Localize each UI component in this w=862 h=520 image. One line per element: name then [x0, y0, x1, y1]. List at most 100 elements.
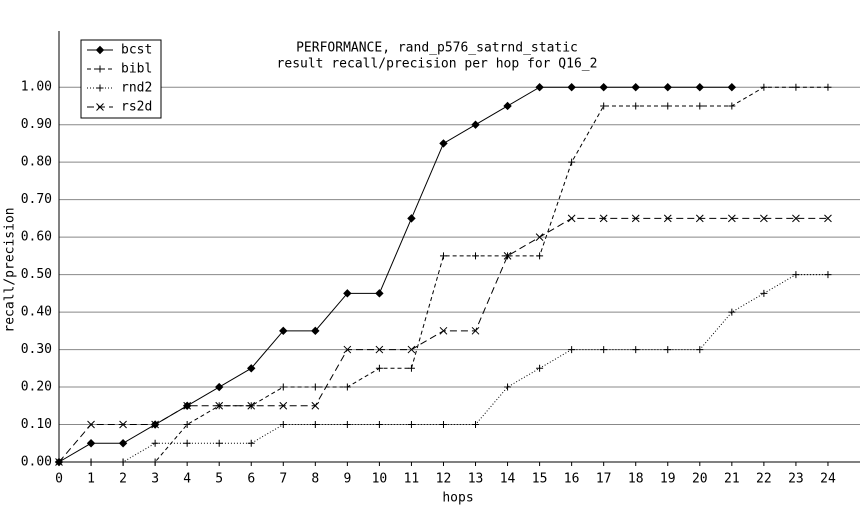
point — [792, 83, 800, 91]
point — [504, 383, 512, 391]
x-tick-label: 2 — [119, 472, 127, 487]
x-tick-label: 14 — [500, 472, 516, 487]
point — [279, 326, 288, 336]
x-tick-label: 16 — [564, 472, 580, 487]
point — [536, 252, 544, 260]
y-tick-label: 0.70 — [21, 192, 52, 207]
point — [696, 102, 704, 110]
x-tick-label: 13 — [468, 472, 484, 487]
point — [760, 289, 768, 297]
x-tick-label: 12 — [436, 472, 452, 487]
point — [407, 214, 416, 223]
point — [535, 233, 544, 241]
point — [375, 345, 384, 354]
y-tick-label: 0.80 — [21, 155, 52, 170]
point — [279, 383, 287, 391]
point — [151, 420, 159, 429]
chart-subtitle: result recall/precision per hop for Q16_… — [277, 57, 598, 72]
point — [568, 346, 576, 354]
y-tick-label: 0.30 — [21, 342, 52, 357]
point — [503, 101, 512, 111]
point — [247, 364, 256, 373]
y-tick-label: 1.00 — [21, 80, 52, 95]
point — [86, 439, 96, 448]
point — [663, 214, 672, 223]
point — [824, 271, 832, 279]
point — [247, 401, 256, 410]
point — [632, 102, 640, 110]
legend-marker — [96, 84, 104, 92]
x-tick-label: 23 — [788, 472, 804, 487]
point — [471, 326, 480, 335]
chart-title: PERFORMANCE, rand_p576_satrnd_static — [296, 41, 578, 56]
point — [631, 214, 640, 223]
point — [55, 458, 63, 466]
point — [119, 420, 127, 429]
point — [503, 252, 512, 260]
y-tick-label: 0.10 — [21, 417, 52, 432]
point — [279, 401, 288, 410]
x-tick-label: 4 — [183, 472, 191, 487]
point — [728, 102, 736, 110]
point — [439, 421, 447, 429]
x-tick-label: 9 — [343, 472, 351, 487]
x-tick-label: 10 — [372, 472, 388, 487]
y-axis-label: recall/precision — [3, 207, 18, 332]
legend-label: rs2d — [121, 100, 152, 115]
point — [87, 458, 95, 466]
x-tick-label: 17 — [596, 472, 612, 487]
x-tick-label: 7 — [279, 472, 287, 487]
point — [760, 83, 768, 91]
point — [183, 401, 192, 410]
legend-marker — [96, 65, 104, 73]
point — [535, 83, 544, 92]
point — [632, 346, 640, 354]
point — [824, 83, 832, 91]
x-tick-label: 18 — [628, 472, 644, 487]
point — [118, 439, 128, 448]
legend-marker — [95, 45, 105, 55]
point — [407, 421, 415, 429]
series-line — [58, 86, 732, 463]
point — [600, 346, 608, 354]
point — [439, 326, 448, 335]
point — [375, 364, 383, 372]
point — [279, 421, 287, 429]
x-tick-label: 11 — [404, 472, 420, 487]
point — [695, 214, 704, 223]
point — [215, 439, 223, 447]
point — [87, 420, 95, 429]
point — [792, 214, 800, 223]
point — [471, 120, 480, 129]
point — [568, 158, 576, 166]
point — [567, 214, 576, 223]
y-tick-label: 0.90 — [21, 117, 52, 132]
y-tick-label: 0.60 — [21, 230, 52, 245]
x-tick-label: 8 — [311, 472, 319, 487]
point — [311, 401, 320, 410]
point — [696, 346, 704, 354]
point — [183, 421, 191, 429]
legend-label: rnd2 — [121, 81, 152, 96]
point — [343, 345, 352, 354]
legend-box — [80, 39, 162, 119]
x-tick-label: 0 — [55, 472, 63, 487]
x-tick-label: 1 — [87, 472, 95, 487]
point — [311, 421, 319, 429]
point — [727, 214, 736, 223]
x-tick-label: 20 — [692, 472, 708, 487]
x-tick-label: 5 — [215, 472, 223, 487]
legend-label: bibl — [121, 62, 152, 77]
point — [311, 383, 319, 391]
point — [375, 289, 384, 298]
point — [439, 139, 448, 148]
point — [151, 439, 159, 447]
legend-label: bcst — [121, 43, 152, 58]
point — [472, 252, 480, 260]
point — [151, 458, 159, 466]
point — [119, 458, 127, 466]
point — [599, 83, 608, 92]
point — [472, 421, 480, 429]
point — [343, 383, 351, 391]
